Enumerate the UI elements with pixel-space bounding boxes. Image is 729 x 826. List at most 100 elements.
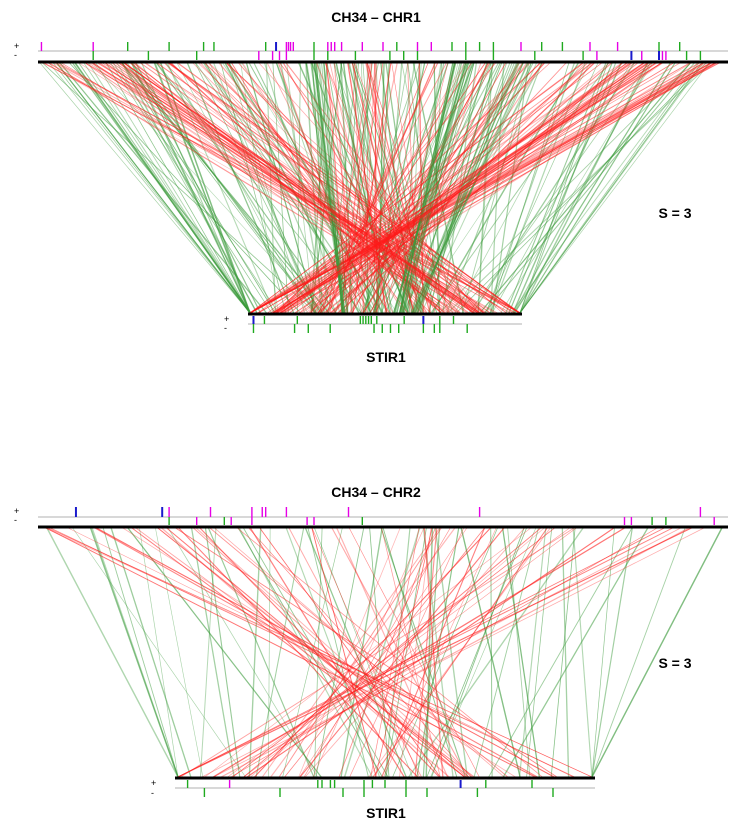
inverted-link [283, 62, 717, 314]
inverted-link [280, 62, 649, 314]
inverted-link [299, 527, 505, 778]
inverted-link [279, 62, 631, 314]
inverted-link [193, 527, 467, 778]
inverted-link [310, 62, 486, 314]
collinear-link [412, 62, 532, 314]
inverted-link [212, 527, 625, 778]
inverted-link [177, 527, 665, 778]
collinear-link [139, 527, 179, 778]
inverted-link [178, 527, 419, 778]
collinear-link [490, 62, 570, 314]
inverted-link [144, 62, 521, 314]
collinear-link [127, 527, 322, 778]
inverted-link [130, 62, 446, 314]
collinear-link [313, 62, 344, 314]
panel1-bottom-plus-sign: + [224, 314, 229, 324]
collinear-link [488, 527, 633, 778]
collinear-link [310, 62, 328, 314]
inverted-link [309, 62, 465, 314]
inverted-link [369, 62, 524, 314]
inverted-link [108, 62, 481, 314]
inverted-link [275, 62, 656, 314]
inverted-link [198, 62, 459, 314]
inverted-link [249, 62, 704, 314]
inverted-link [272, 62, 716, 314]
inverted-link [111, 62, 485, 314]
inverted-link [375, 62, 456, 314]
inverted-link [353, 62, 364, 314]
inverted-link [243, 527, 577, 778]
collinear-link [248, 62, 388, 314]
inverted-link [208, 62, 485, 314]
collinear-link [110, 527, 192, 778]
collinear-link [393, 62, 468, 314]
collinear-link [438, 62, 692, 314]
inverted-link [324, 62, 436, 314]
collinear-link [519, 62, 710, 314]
inverted-link [275, 62, 656, 314]
inverted-link [134, 62, 454, 314]
inverted-link [58, 62, 511, 314]
inverted-link [326, 62, 436, 314]
collinear-link [296, 62, 301, 314]
collinear-link [42, 62, 316, 314]
inverted-link [373, 62, 377, 314]
panel2-bottom-plus-genes [186, 780, 533, 788]
collinear-link [313, 527, 323, 778]
inverted-link [249, 62, 700, 314]
collinear-link [591, 527, 633, 778]
collinear-link [69, 62, 301, 314]
collinear-link [416, 62, 518, 314]
collinear-link [314, 62, 344, 314]
collinear-link [399, 62, 455, 314]
inverted-link [92, 62, 453, 314]
inverted-link [303, 527, 451, 778]
collinear-link [393, 62, 467, 314]
collinear-link [237, 527, 383, 778]
inverted-link [320, 62, 439, 314]
inverted-link [333, 62, 586, 314]
collinear-link [399, 62, 475, 314]
inverted-link [279, 62, 496, 314]
inverted-link [343, 62, 490, 314]
inverted-link [277, 62, 649, 314]
collinear-link [83, 62, 251, 314]
collinear-link [392, 62, 467, 314]
collinear-link [121, 62, 258, 314]
collinear-link [105, 62, 251, 314]
collinear-link [186, 62, 295, 314]
collinear-link [310, 62, 346, 314]
inverted-link [123, 62, 480, 314]
collinear-link [48, 62, 251, 314]
inverted-link [97, 62, 521, 314]
inverted-link [226, 62, 484, 314]
inverted-link [249, 62, 663, 314]
inverted-link [119, 62, 476, 314]
collinear-link [461, 62, 532, 314]
collinear-link [195, 62, 372, 314]
collinear-link [272, 62, 289, 314]
inverted-link [407, 62, 418, 314]
inverted-link [214, 527, 505, 778]
inverted-link [96, 527, 555, 778]
inverted-link [349, 527, 464, 778]
collinear-link [265, 62, 277, 314]
collinear-link [369, 527, 390, 778]
collinear-link [513, 62, 651, 314]
inverted-link [248, 527, 472, 778]
inverted-link [312, 527, 425, 778]
panel2-bottom-plus-sign: + [151, 778, 156, 788]
collinear-link [310, 62, 345, 314]
collinear-link [416, 62, 519, 314]
collinear-link [305, 62, 346, 314]
panel1-bottom-minus-sign: - [224, 323, 227, 333]
collinear-link [419, 62, 508, 314]
inverted-link [249, 62, 623, 314]
collinear-link [519, 62, 617, 314]
collinear-link [373, 62, 426, 314]
inverted-link [269, 62, 636, 314]
inverted-link [381, 527, 441, 778]
collinear-link [95, 62, 251, 314]
collinear-link [561, 527, 570, 778]
panel2-bottom-minus-sign: - [151, 788, 154, 798]
